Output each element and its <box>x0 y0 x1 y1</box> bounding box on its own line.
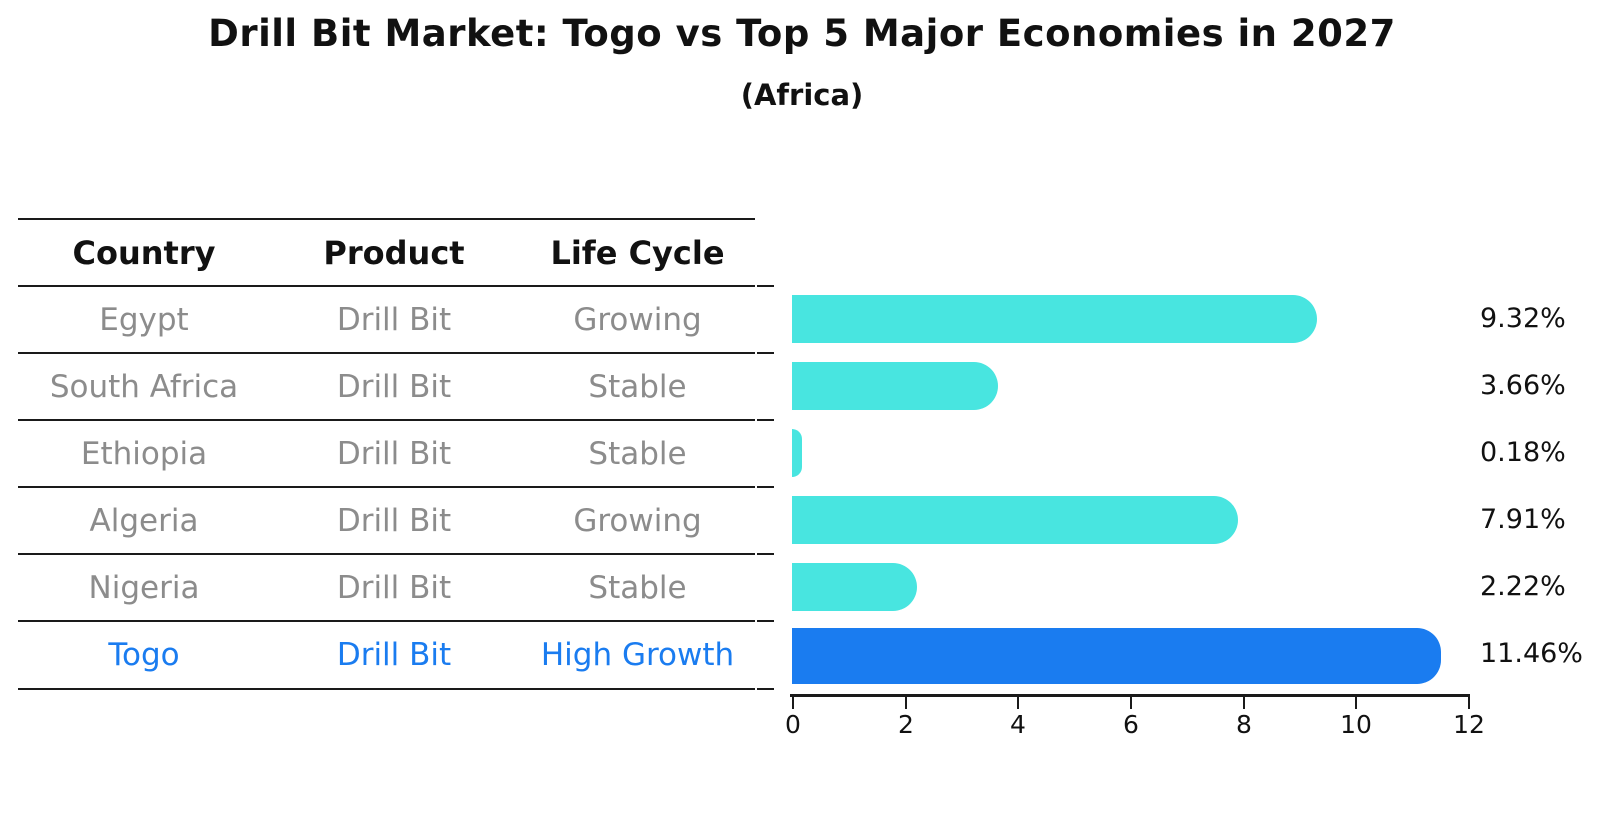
y-tick <box>757 486 774 488</box>
bar-value-label: 3.66% <box>1480 370 1566 401</box>
x-axis-line <box>790 694 1470 697</box>
table-row: Ethiopia Drill Bit Stable <box>20 420 755 487</box>
y-tick <box>757 352 774 354</box>
y-tick <box>757 285 774 287</box>
cell-product: Drill Bit <box>336 569 452 606</box>
separator-line <box>18 688 755 690</box>
cell-product: Drill Bit <box>336 502 452 539</box>
cell-country: Ethiopia <box>80 435 208 472</box>
x-tick-label: 8 <box>1236 710 1252 739</box>
bar-algeria <box>792 496 1238 544</box>
bar-value-label: 2.22% <box>1480 571 1566 602</box>
page-subtitle: (Africa) <box>740 78 864 112</box>
cell-product: Drill Bit <box>336 301 452 338</box>
x-tick <box>1355 697 1357 709</box>
cell-product: Drill Bit <box>336 636 452 673</box>
x-tick-label: 10 <box>1340 710 1372 739</box>
x-tick <box>1130 697 1132 709</box>
bar-value-label: 7.91% <box>1480 504 1566 535</box>
table-row: Algeria Drill Bit Growing <box>20 487 755 554</box>
cell-country: South Africa <box>49 368 239 405</box>
header-lifecycle: Life Cycle <box>550 233 725 272</box>
separator-line <box>18 553 755 555</box>
separator-line <box>18 620 755 622</box>
separator-line <box>18 218 755 220</box>
cell-product: Drill Bit <box>336 368 452 405</box>
bar-value-label: 11.46% <box>1480 638 1583 669</box>
table-row: South Africa Drill Bit Stable <box>20 353 755 420</box>
separator-line <box>18 285 755 287</box>
separator-line <box>18 486 755 488</box>
x-tick <box>905 697 907 709</box>
bar-value-label: 0.18% <box>1480 437 1566 468</box>
x-tick <box>1017 697 1019 709</box>
x-tick-label: 2 <box>898 710 914 739</box>
x-tick-label: 0 <box>785 710 801 739</box>
x-tick-label: 6 <box>1123 710 1139 739</box>
x-tick <box>1243 697 1245 709</box>
y-tick <box>757 620 774 622</box>
header-product: Product <box>323 233 465 272</box>
page-title: Drill Bit Market: Togo vs Top 5 Major Ec… <box>208 12 1396 55</box>
y-tick <box>757 419 774 421</box>
x-tick <box>1468 697 1470 709</box>
cell-product: Drill Bit <box>336 435 452 472</box>
cell-lifecycle: Stable <box>588 435 687 472</box>
bar-ethiopia <box>792 429 803 477</box>
bar-togo <box>792 628 1441 684</box>
cell-country: Egypt <box>99 301 189 338</box>
table-row: Egypt Drill Bit Growing <box>20 286 755 353</box>
cell-country: Algeria <box>89 502 199 539</box>
cell-country: Nigeria <box>88 569 200 606</box>
table-row: Nigeria Drill Bit Stable <box>20 554 755 621</box>
cell-lifecycle: High Growth <box>540 636 735 673</box>
table-row: Togo Drill Bit High Growth <box>20 621 755 688</box>
header-country: Country <box>72 233 216 272</box>
bar-south-africa <box>792 362 999 410</box>
cell-lifecycle: Stable <box>588 569 687 606</box>
y-tick <box>757 553 774 555</box>
cell-lifecycle: Growing <box>573 502 702 539</box>
table-header-row: Country Product Life Cycle <box>20 219 755 286</box>
y-tick <box>757 688 774 690</box>
bar-value-label: 9.32% <box>1480 303 1566 334</box>
cell-lifecycle: Stable <box>588 368 687 405</box>
x-tick-label: 4 <box>1010 710 1026 739</box>
bar-nigeria <box>792 563 918 611</box>
x-tick <box>792 697 794 709</box>
cell-lifecycle: Growing <box>573 301 702 338</box>
separator-line <box>18 419 755 421</box>
separator-line <box>18 352 755 354</box>
bar-egypt <box>792 295 1318 343</box>
x-tick-label: 12 <box>1453 710 1485 739</box>
cell-country: Togo <box>108 636 180 673</box>
